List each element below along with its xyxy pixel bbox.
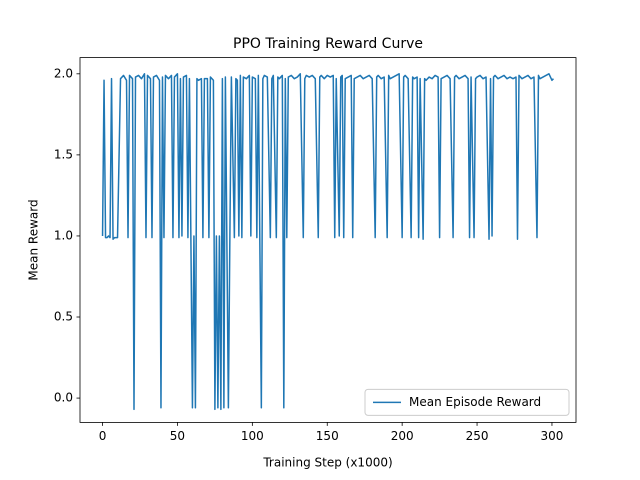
y-tick-label: 0.0 [54, 391, 73, 405]
y-tick-label: 1.5 [54, 147, 73, 161]
x-tick-label: 0 [99, 429, 107, 443]
legend-box [364, 388, 570, 416]
legend-label: Mean Episode Reward [409, 395, 541, 409]
y-tick-label: 0.5 [54, 310, 73, 324]
y-axis-label: Mean Reward [27, 199, 41, 280]
y-tick-label: 1.0 [54, 228, 73, 242]
x-tick-label: 200 [391, 429, 414, 443]
axes-frame [79, 57, 577, 423]
x-axis-label: Training Step (x1000) [262, 456, 392, 470]
chart-title: PPO Training Reward Curve [233, 36, 423, 52]
x-tick-label: 300 [541, 429, 564, 443]
x-tick-label: 100 [241, 429, 264, 443]
x-tick-label: 150 [316, 429, 339, 443]
x-tick-label: 50 [170, 429, 185, 443]
x-tick-label: 250 [466, 429, 489, 443]
y-tick-label: 2.0 [54, 66, 73, 80]
data-line [101, 73, 555, 411]
